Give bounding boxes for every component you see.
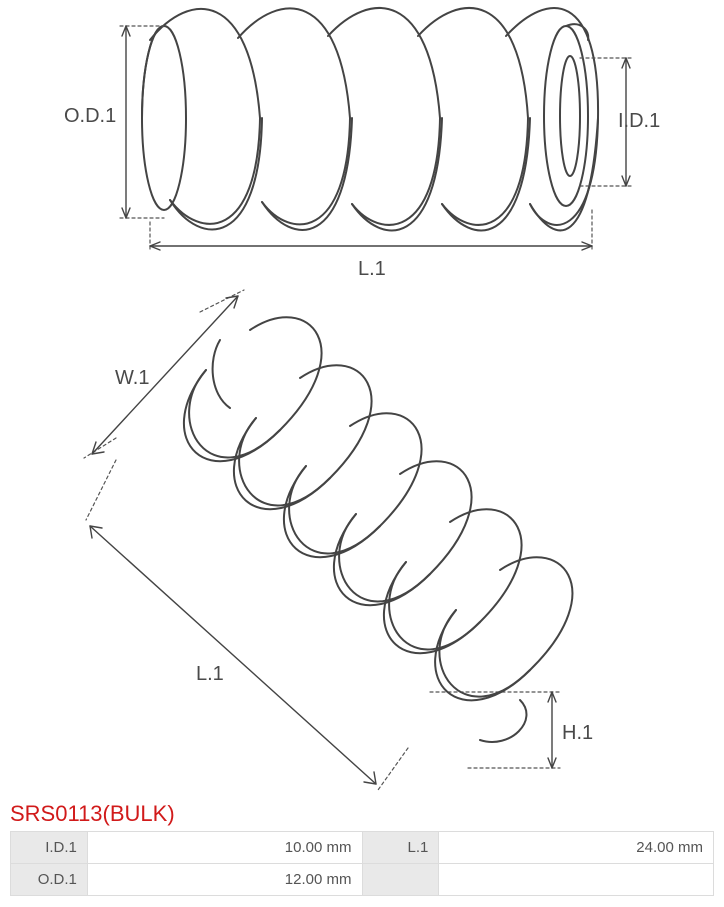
diagram-area: O.D.1 I.D.1 L.1 W.1 L.1 H.1 <box>0 0 724 795</box>
spec-table: I.D.1 10.00 mm L.1 24.00 mm O.D.1 12.00 … <box>10 831 714 896</box>
spec-value: 24.00 mm <box>439 832 714 864</box>
spec-value: 10.00 mm <box>87 832 362 864</box>
label-id1: I.D.1 <box>618 110 660 133</box>
label-l1-iso: L.1 <box>196 663 224 686</box>
label-l1-top: L.1 <box>358 258 386 281</box>
spec-label <box>362 864 439 896</box>
spec-value: 12.00 mm <box>87 864 362 896</box>
spec-label: I.D.1 <box>11 832 88 864</box>
label-od1: O.D.1 <box>64 105 116 128</box>
label-h1: H.1 <box>562 722 593 745</box>
page: O.D.1 I.D.1 L.1 W.1 L.1 H.1 SRS0113(BULK… <box>0 0 724 896</box>
spec-label: O.D.1 <box>11 864 88 896</box>
label-w1: W.1 <box>115 367 149 390</box>
part-title: SRS0113(BULK) <box>0 795 724 829</box>
table-row: I.D.1 10.00 mm L.1 24.00 mm <box>11 832 714 864</box>
table-row: O.D.1 12.00 mm <box>11 864 714 896</box>
spec-label: L.1 <box>362 832 439 864</box>
spec-value <box>439 864 714 896</box>
